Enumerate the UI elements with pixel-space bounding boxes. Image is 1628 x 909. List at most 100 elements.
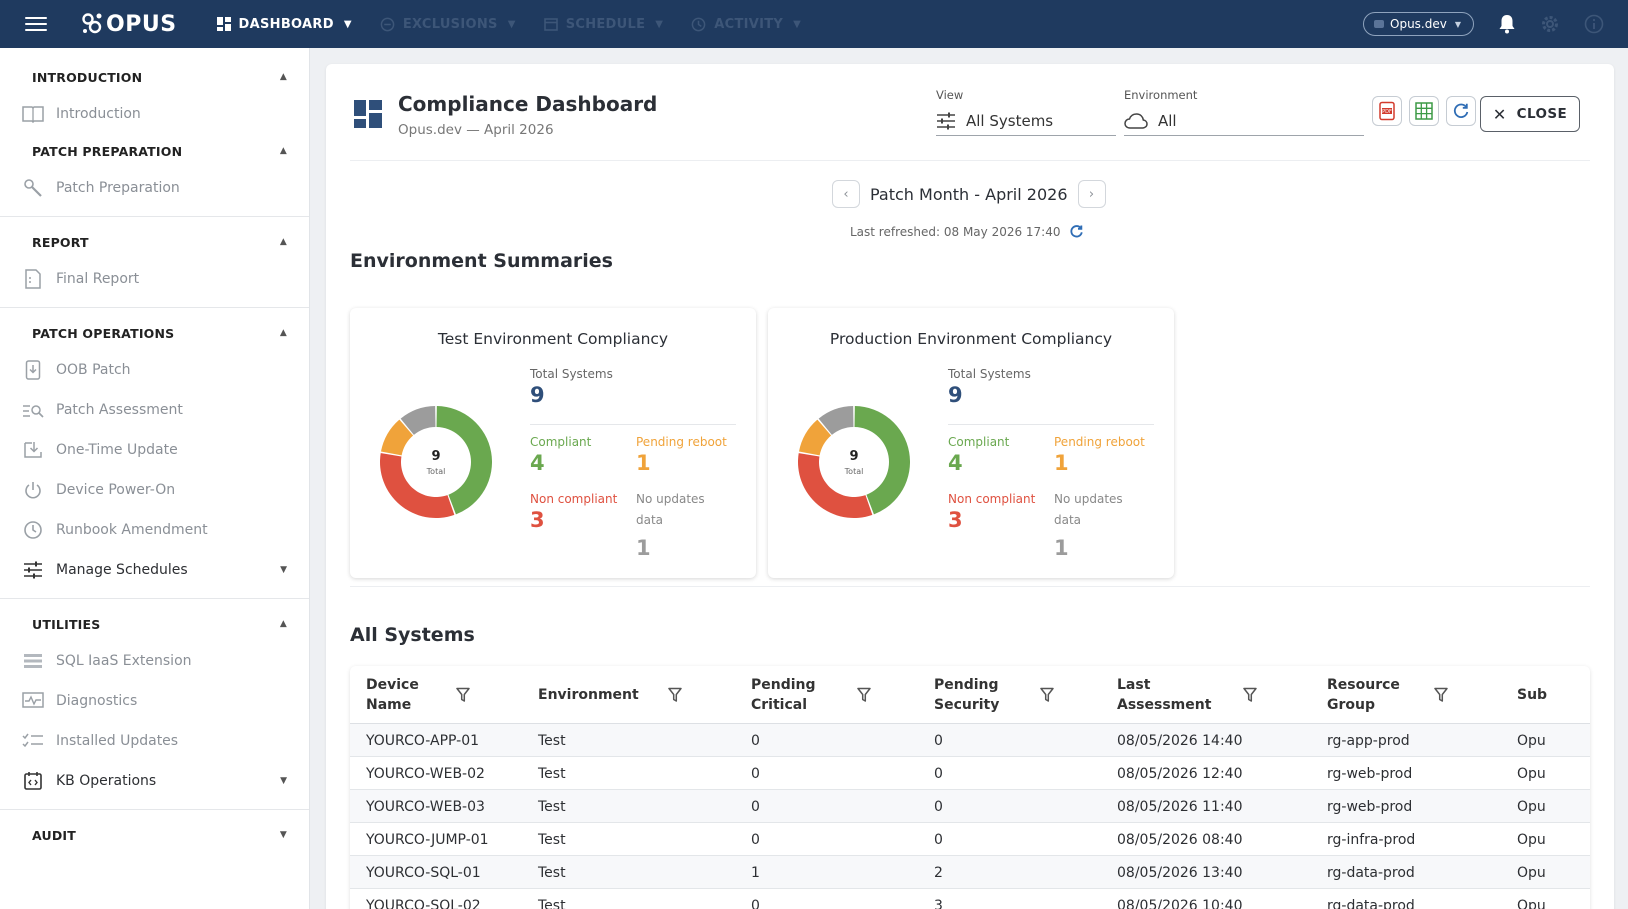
page-subtitle: Opus.dev — April 2026	[398, 122, 554, 138]
chevron-down-icon[interactable]: ▼	[280, 776, 287, 786]
filter-sliders-icon	[937, 112, 955, 129]
sidebar-item-one-time-update[interactable]: One-Time Update	[0, 430, 309, 470]
page-header: Compliance Dashboard Opus.dev — April 20…	[326, 64, 1614, 160]
refresh-button[interactable]	[1446, 96, 1476, 126]
table-cell: 08/05/2026 10:40	[1117, 897, 1243, 909]
filter-icon[interactable]	[1434, 687, 1448, 703]
nav-activity-label: ACTIVITY	[714, 16, 784, 32]
table-row[interactable]: YOURCO-SQL-02 Test 0 3 08/05/2026 10:40 rg-da…	[350, 889, 1590, 909]
pending-reboot-label: Pending reboot	[1054, 435, 1145, 449]
view-value: All Systems	[966, 111, 1054, 130]
table-cell: rg-app-prod	[1327, 732, 1410, 749]
next-month-button[interactable]: ›	[1077, 180, 1106, 208]
column-header[interactable]: Resource Group	[1327, 666, 1400, 724]
compliant-segment	[854, 406, 910, 515]
sidebar-item-label: KB Operations	[56, 773, 157, 789]
dashboard-icon	[216, 17, 231, 31]
table-cell: 1	[751, 864, 760, 881]
document-icon	[22, 268, 44, 290]
nav-exclusions[interactable]: EXCLUSIONS ▼	[380, 17, 516, 32]
section-utilities[interactable]: UTILITIES ▲	[0, 607, 309, 641]
filter-icon[interactable]	[668, 687, 682, 703]
sidebar-item-device-power-on[interactable]: Device Power-On	[0, 470, 309, 510]
total-systems-value: 9	[530, 383, 545, 407]
view-selector[interactable]: View All Systems	[936, 88, 1116, 136]
table-row[interactable]: YOURCO-SQL-01 Test 1 2 08/05/2026 13:40 rg-da…	[350, 856, 1590, 889]
sidebar-item-oob-patch[interactable]: OOB Patch	[0, 350, 309, 390]
nav-activity[interactable]: ACTIVITY ▼	[691, 17, 801, 32]
table-row[interactable]: YOURCO-WEB-03 Test 0 0 08/05/2026 11:40 rg-we…	[350, 790, 1590, 823]
column-header[interactable]: Sub	[1517, 666, 1547, 724]
sidebar-item-diagnostics[interactable]: Diagnostics	[0, 681, 309, 721]
refresh-icon	[1453, 103, 1469, 118]
sidebar-item-runbook-amendment[interactable]: Runbook Amendment	[0, 510, 309, 550]
sidebar-item-patch-assessment[interactable]: Patch Assessment	[0, 390, 309, 430]
tenant-icon	[1374, 20, 1384, 28]
table-cell: YOURCO-JUMP-01	[366, 831, 489, 848]
power-icon	[22, 479, 44, 501]
export-excel-button[interactable]	[1409, 96, 1439, 126]
compliant-label: Compliant	[948, 435, 1010, 449]
compliant-value: 4	[530, 451, 545, 475]
section-audit[interactable]: AUDIT ▼	[0, 818, 309, 852]
sidebar-item-kb-operations[interactable]: KB Operations ▼	[0, 761, 309, 801]
column-header-line-1: Pending	[751, 677, 816, 693]
tenant-selector[interactable]: Opus.dev ▼	[1363, 12, 1474, 36]
section-patch-operations[interactable]: PATCH OPERATIONS ▲	[0, 316, 309, 350]
sidebar-item-patch-preparation[interactable]: Patch Preparation	[0, 168, 309, 208]
sidebar-item-installed-updates[interactable]: Installed Updates	[0, 721, 309, 761]
table-cell: 2	[934, 864, 943, 881]
column-header[interactable]: Device Name	[366, 666, 419, 724]
section-report[interactable]: REPORT ▲	[0, 225, 309, 259]
menu-icon[interactable]	[25, 13, 47, 35]
no-updates-segment	[818, 406, 854, 435]
table-row[interactable]: YOURCO-APP-01 Test 0 0 08/05/2026 14:40 rg-ap…	[350, 724, 1590, 757]
table-cell: 0	[934, 831, 943, 848]
export-pdf-button[interactable]: PDF	[1372, 96, 1402, 126]
column-header[interactable]: Environment	[538, 666, 639, 724]
settings-button[interactable]	[1540, 14, 1560, 34]
filter-icon[interactable]	[456, 687, 470, 703]
table-cell: rg-infra-prod	[1327, 831, 1416, 848]
sidebar-item-sql-iaas-extension[interactable]: SQL IaaS Extension	[0, 641, 309, 681]
close-button[interactable]: ✕ CLOSE	[1480, 96, 1580, 132]
refresh-icon[interactable]	[1069, 224, 1084, 239]
table-cell: 0	[751, 732, 760, 749]
column-header[interactable]: Pending Critical	[751, 666, 816, 724]
chevron-down-icon[interactable]: ▼	[280, 565, 287, 575]
card-title: Production Environment Compliancy	[829, 330, 1113, 348]
filter-icon[interactable]	[1243, 687, 1257, 703]
server-icon	[22, 650, 44, 672]
sidebar-item-introduction[interactable]: Introduction	[0, 94, 309, 134]
nav-dashboard[interactable]: DASHBOARD ▼	[216, 17, 352, 32]
table-row[interactable]: YOURCO-JUMP-01 Test 0 0 08/05/2026 08:40 rg-i…	[350, 823, 1590, 856]
notifications-button[interactable]	[1498, 14, 1516, 34]
pending-reboot-segment	[381, 419, 414, 456]
previous-month-button[interactable]: ‹	[832, 180, 860, 208]
pdf-icon: PDF	[1379, 101, 1395, 121]
table-cell: Opu	[1517, 864, 1546, 881]
sidebar-item-final-report[interactable]: Final Report	[0, 259, 309, 299]
column-header-label: Sub	[1517, 685, 1547, 705]
column-header[interactable]: Pending Security	[934, 666, 999, 724]
section-introduction[interactable]: INTRODUCTION ▲	[0, 60, 309, 94]
nav-schedule[interactable]: SCHEDULE ▼	[543, 17, 664, 32]
total-systems-label: Total Systems	[530, 367, 613, 381]
non-compliant-value: 3	[530, 508, 545, 532]
brand-logo[interactable]: OPUS	[80, 11, 177, 37]
column-header[interactable]: Last Assessment	[1117, 666, 1211, 724]
section-patch-preparation[interactable]: PATCH PREPARATION ▲	[0, 134, 309, 168]
compliant-value: 4	[948, 451, 963, 475]
environment-label: Environment	[1124, 88, 1198, 102]
sidebar-item-manage-schedules[interactable]: Manage Schedules ▼	[0, 550, 309, 590]
filter-icon[interactable]	[1040, 687, 1054, 703]
filter-icon[interactable]	[857, 687, 871, 703]
section-title: PATCH PREPARATION	[32, 143, 183, 159]
table-cell: Opu	[1517, 765, 1546, 782]
table-row[interactable]: YOURCO-WEB-02 Test 0 0 08/05/2026 12:40 rg-we…	[350, 757, 1590, 790]
last-refreshed-text: Last refreshed: 08 May 2026 17:40	[850, 224, 1061, 239]
environment-selector[interactable]: Environment All	[1124, 88, 1364, 136]
info-button[interactable]	[1584, 14, 1604, 34]
no-updates-label: No updates	[636, 492, 705, 506]
column-header-label: Device Name	[366, 675, 419, 715]
